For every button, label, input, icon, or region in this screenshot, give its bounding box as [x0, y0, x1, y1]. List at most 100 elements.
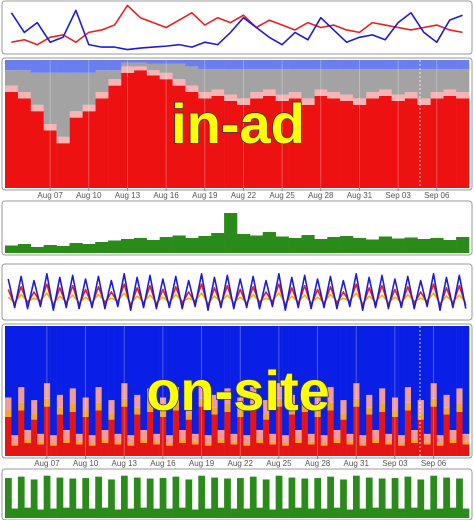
area-segment [340, 68, 354, 95]
area-segment [372, 439, 380, 443]
area-segment [133, 66, 148, 71]
area-segment [140, 439, 148, 443]
area-segment [204, 445, 212, 456]
area-segment [127, 435, 135, 443]
area-segment [237, 397, 244, 411]
area-segment [404, 476, 412, 518]
area-segment [443, 477, 450, 518]
area-segment [43, 398, 51, 407]
area-segment [56, 136, 70, 144]
area-segment [417, 479, 425, 518]
area-segment [307, 326, 315, 434]
area-segment [288, 477, 296, 518]
area-segment [121, 406, 128, 456]
area-segment [346, 444, 354, 456]
area-segment [301, 68, 315, 99]
area-segment [314, 417, 322, 456]
area-segment [56, 60, 70, 73]
x-tick-label: Aug 10 [73, 459, 99, 468]
area-segment [430, 238, 444, 253]
area-segment [449, 507, 457, 518]
area-segment [179, 443, 186, 456]
area-segment [314, 478, 322, 518]
area-segment [50, 445, 57, 456]
area-segment [359, 508, 367, 518]
area-segment [133, 62, 148, 67]
area-segment [224, 60, 238, 69]
area-segment [256, 439, 264, 443]
area-segment [159, 60, 173, 64]
area-segment [269, 433, 276, 442]
area-segment [82, 478, 90, 518]
area-segment [133, 326, 141, 395]
area-segment [443, 95, 457, 188]
area-segment [185, 479, 193, 518]
area-segment [249, 68, 264, 92]
area-segment [153, 508, 160, 518]
area-segment [288, 326, 296, 395]
area-segment [443, 60, 457, 69]
area-segment [69, 388, 77, 404]
area-segment [430, 98, 444, 188]
area-segment [301, 388, 309, 404]
area-segment [262, 400, 270, 414]
area-segment [82, 417, 90, 456]
area-segment [243, 443, 251, 446]
area-segment [224, 100, 238, 188]
area-segment [43, 124, 57, 131]
area-segment [301, 235, 315, 253]
area-segment [159, 326, 167, 398]
area-segment [301, 404, 309, 412]
area-segment [237, 410, 244, 417]
area-segment [198, 326, 206, 384]
area-segment [462, 326, 470, 434]
area-segment [172, 63, 186, 80]
area-segment [346, 326, 354, 434]
area-segment [5, 417, 12, 456]
area-segment [378, 68, 392, 90]
area-segment [449, 439, 457, 443]
area-segment [140, 326, 148, 430]
area-segment [63, 443, 70, 456]
area-segment [295, 430, 302, 440]
area-segment [430, 475, 438, 518]
area-segment [88, 445, 96, 456]
area-segment [436, 443, 444, 446]
area-segment [101, 439, 109, 443]
x-tick-label: Aug 31 [344, 459, 370, 468]
area-segment [43, 60, 57, 73]
area-segment [37, 433, 44, 442]
area-segment [456, 478, 463, 518]
area-segment [301, 411, 309, 456]
area-segment [301, 60, 315, 69]
area-segment [359, 445, 367, 456]
area-segment [185, 60, 199, 67]
area-segment [237, 326, 244, 398]
area-segment [191, 444, 199, 456]
area-segment [159, 478, 167, 518]
area-segment [159, 417, 167, 456]
area-segment [327, 92, 341, 99]
area-segment [69, 60, 83, 73]
area-segment [140, 443, 148, 456]
area-segment [146, 63, 160, 71]
area-segment [327, 326, 334, 388]
area-segment [217, 507, 225, 518]
series-line [10, 9, 463, 51]
area-segment [430, 68, 444, 92]
area-segment [146, 70, 160, 76]
area-segment [378, 60, 392, 69]
x-tick-label: Aug 07 [37, 191, 63, 200]
area-segment [456, 326, 463, 389]
area-segment [378, 404, 386, 412]
area-segment [417, 413, 425, 420]
area-segment [275, 326, 283, 384]
x-tick-label: Sep 06 [424, 191, 450, 200]
area-segment [121, 383, 128, 399]
area-segment [256, 507, 264, 518]
area-segment [430, 398, 438, 407]
area-segment [211, 477, 218, 518]
annotation: in-ad [171, 92, 305, 155]
area-segment [185, 92, 199, 188]
area-segment [391, 68, 405, 95]
